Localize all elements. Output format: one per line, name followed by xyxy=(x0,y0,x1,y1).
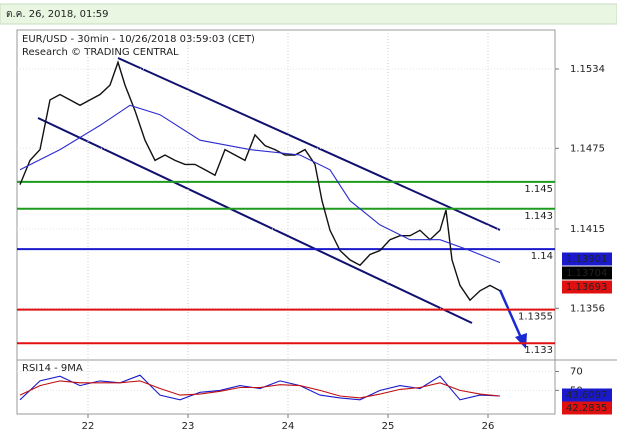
x-tick-label: 24 xyxy=(282,421,295,432)
forecast-arrow-head xyxy=(515,333,527,349)
chart-subtitle: Research © TRADING CENTRAL xyxy=(22,47,179,58)
header-timestamp: ต.ค. 26, 2018, 01:59 xyxy=(6,9,108,20)
price-tag-label: 1.13704 xyxy=(566,268,607,279)
level-label: 1.14 xyxy=(531,251,553,262)
x-tick-label: 23 xyxy=(182,421,195,432)
level-label: 1.145 xyxy=(524,184,553,195)
level-label: 1.143 xyxy=(524,211,553,222)
series-line xyxy=(19,380,501,399)
price-tag-label: 1.13901 xyxy=(566,254,607,265)
series-line xyxy=(19,60,501,302)
price-tag xyxy=(562,280,612,294)
y-tick-label: 1.1475 xyxy=(570,143,605,154)
price-tag xyxy=(562,401,612,415)
series-line xyxy=(19,104,501,264)
header-bar xyxy=(0,3,617,25)
y-tick-label: 1.1415 xyxy=(570,224,605,235)
channel-upper xyxy=(117,57,501,231)
level-label: 1.133 xyxy=(524,345,553,356)
x-tick-label: 25 xyxy=(382,421,395,432)
y-tick-label: 1.1356 xyxy=(570,303,605,314)
y-tick-label: 1.1534 xyxy=(570,64,605,75)
x-tick-label: 26 xyxy=(482,421,495,432)
price-tag xyxy=(562,252,612,266)
series-line xyxy=(19,374,501,401)
price-tag-label: 42.2835 xyxy=(566,403,607,414)
price-tag xyxy=(562,266,612,280)
x-tick-label: 22 xyxy=(82,421,95,432)
chart-title: EUR/USD - 30min - 10/26/2018 03:59:03 (C… xyxy=(22,34,255,45)
price-tag-label: 43.6097 xyxy=(566,390,607,401)
y-tick-label: 70 xyxy=(570,366,583,377)
price-tag-label: 1.13693 xyxy=(566,282,607,293)
price-tag xyxy=(562,388,612,402)
level-label: 1.1355 xyxy=(518,312,553,323)
rsi-title: RSI14 - 9MA xyxy=(22,363,83,374)
forecast-arrow xyxy=(498,289,524,341)
channel-lower xyxy=(37,117,473,324)
